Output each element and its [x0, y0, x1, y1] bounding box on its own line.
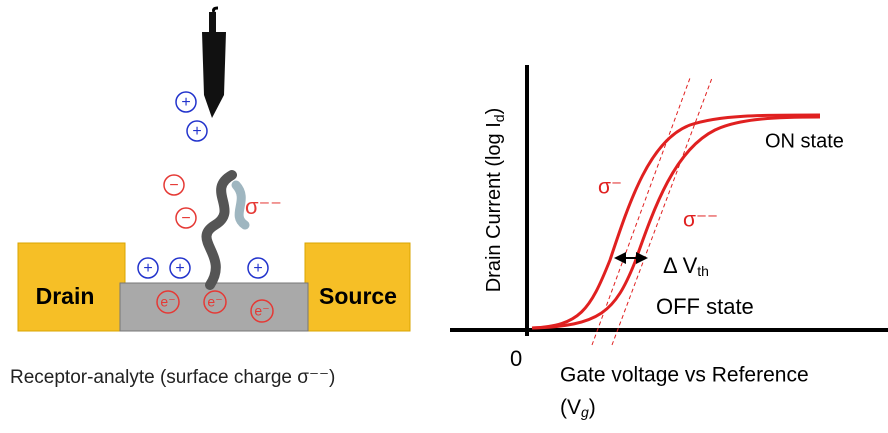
- plus: +: [181, 94, 190, 111]
- sigma-minus-label: σ⁻: [598, 176, 622, 199]
- tangent: [591, 77, 691, 346]
- x-axis-label: Gate voltage vs Reference: [560, 364, 809, 387]
- plus: +: [253, 260, 262, 277]
- pen-wire: [212, 6, 219, 13]
- pen: [202, 32, 226, 118]
- sigma-label: σ⁻⁻: [245, 194, 282, 219]
- sigma-double-label: σ⁻⁻: [683, 209, 718, 232]
- plus: +: [175, 260, 184, 277]
- caption: Receptor-analyte (surface charge σ⁻⁻): [10, 367, 335, 388]
- plus: +: [143, 260, 152, 277]
- drain-pad: [17, 242, 126, 332]
- electron: e⁻: [207, 294, 222, 310]
- source-pad: [304, 242, 411, 332]
- source-label: Source: [319, 283, 397, 309]
- plus: +: [192, 123, 201, 140]
- receptor: [201, 170, 237, 290]
- delta-vth-label: Δ Vth: [663, 253, 709, 279]
- origin-label: 0: [510, 346, 522, 371]
- electron: e⁻: [254, 303, 269, 319]
- pen-top: [209, 12, 216, 34]
- off-state-label: OFF state: [656, 294, 754, 319]
- electron: e⁻: [160, 294, 175, 310]
- analyte: [231, 180, 250, 230]
- minus: −: [181, 210, 190, 227]
- drain-label: Drain: [36, 283, 95, 309]
- tangent: [611, 77, 713, 346]
- y-axis-label: Drain Current (log Id): [483, 108, 506, 293]
- curve-sigma: [531, 113, 821, 330]
- minus: −: [169, 177, 178, 194]
- curve-sigma-double: [531, 115, 821, 330]
- on-state-label: ON state: [765, 130, 844, 152]
- x-axis-label-unit: (Vg): [560, 396, 596, 420]
- charges: + + + + + − − e⁻ e⁻ e⁻: [137, 91, 274, 323]
